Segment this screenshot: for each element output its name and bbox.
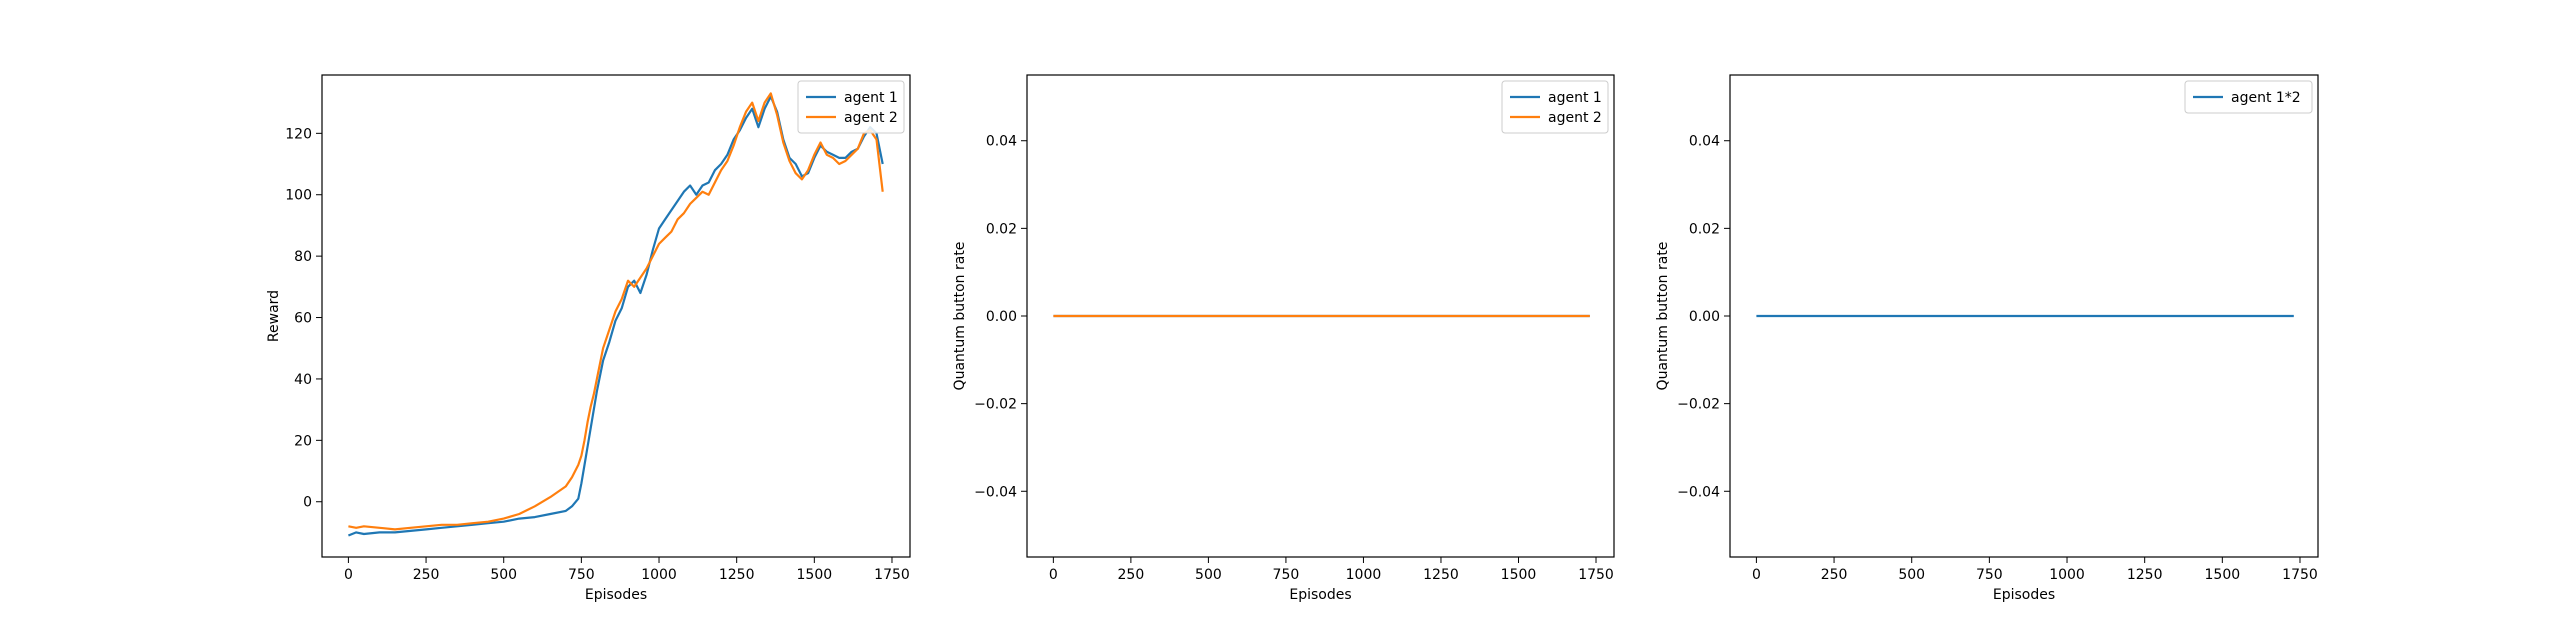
legend: agent 1*2 <box>2184 80 2313 114</box>
legend-label: agent 1 <box>844 90 898 106</box>
x-tick-label: 0 <box>1752 567 1761 583</box>
y-tick-label: −0.02 <box>1677 397 1720 413</box>
x-tick-label: 1000 <box>1346 567 1382 583</box>
x-tick-label: 250 <box>413 567 440 583</box>
x-axis-label: Episodes <box>1289 587 1351 603</box>
y-tick-label: 0.00 <box>986 309 1017 325</box>
y-axis-label: Quantum button rate <box>952 242 968 391</box>
x-tick-label: 1500 <box>2205 567 2241 583</box>
legend-label: agent 2 <box>1548 110 1602 126</box>
y-tick-label: 40 <box>294 372 312 388</box>
chart-panel-2: 0 250 500 750 1000 1250 1500 1750 −0.04 −0.02 0.00… <box>952 74 1615 603</box>
y-tick-label: 20 <box>294 433 312 449</box>
x-tick-label: 1750 <box>2282 567 2318 583</box>
legend-label: agent 2 <box>844 110 898 126</box>
y-tick-label: 0.02 <box>1689 221 1720 237</box>
legend: agent 1 agent 2 <box>1501 80 1609 134</box>
plot-frame <box>321 74 911 558</box>
legend-box <box>2184 80 2313 114</box>
legend-box <box>797 80 905 134</box>
x-tick-label: 500 <box>1898 567 1925 583</box>
legend-label: agent 1*2 <box>2231 90 2301 106</box>
x-tick-label: 750 <box>568 567 595 583</box>
y-tick-label: 0.02 <box>986 221 1017 237</box>
legend-label: agent 1 <box>1548 90 1602 106</box>
x-tick-label: 1250 <box>719 567 755 583</box>
y-axis-label: Quantum button rate <box>1655 242 1671 391</box>
x-tick-label: 250 <box>1821 567 1848 583</box>
chart-panel-3: 0 250 500 750 1000 1250 1500 1750 −0.04 −0.02 0.00… <box>1655 74 2319 603</box>
x-tick-label: 750 <box>1273 567 1300 583</box>
x-tick-label: 0 <box>1049 567 1058 583</box>
x-tick-label: 1250 <box>2127 567 2163 583</box>
series-line-2 <box>348 92 884 531</box>
legend-box <box>1501 80 1609 134</box>
x-axis-label: Episodes <box>585 587 647 603</box>
y-tick-label: −0.04 <box>1677 484 1720 500</box>
y-tick-label: 80 <box>294 249 312 265</box>
x-tick-label: 500 <box>490 567 517 583</box>
y-tick-label: 0 <box>303 495 312 511</box>
x-tick-label: 1000 <box>641 567 677 583</box>
x-tick-label: 250 <box>1118 567 1145 583</box>
y-tick-label: −0.04 <box>974 484 1017 500</box>
x-tick-label: 1500 <box>1501 567 1537 583</box>
y-tick-label: 60 <box>294 311 312 327</box>
y-tick-label: 0.00 <box>1689 309 1720 325</box>
x-tick-label: 1250 <box>1423 567 1459 583</box>
x-axis-label: Episodes <box>1993 587 2055 603</box>
y-tick-label: 0.04 <box>1689 134 1720 150</box>
x-tick-label: 750 <box>1976 567 2003 583</box>
x-tick-label: 1500 <box>797 567 833 583</box>
y-axis-label: Reward <box>266 290 282 342</box>
x-tick-label: 500 <box>1195 567 1222 583</box>
y-tick-label: 0.04 <box>986 134 1017 150</box>
y-tick-label: 100 <box>285 188 312 204</box>
series-line-1 <box>347 95 884 537</box>
legend: agent 1 agent 2 <box>797 80 905 134</box>
chart-panel-1: 0 250 500 750 1000 1250 1500 1750 0 20 40 60 80 100 12… <box>266 74 911 603</box>
x-tick-label: 1000 <box>2049 567 2085 583</box>
y-tick-label: 120 <box>285 126 312 142</box>
x-tick-label: 0 <box>344 567 353 583</box>
x-tick-label: 1750 <box>1578 567 1614 583</box>
x-tick-label: 1750 <box>874 567 910 583</box>
y-tick-label: −0.02 <box>974 397 1017 413</box>
